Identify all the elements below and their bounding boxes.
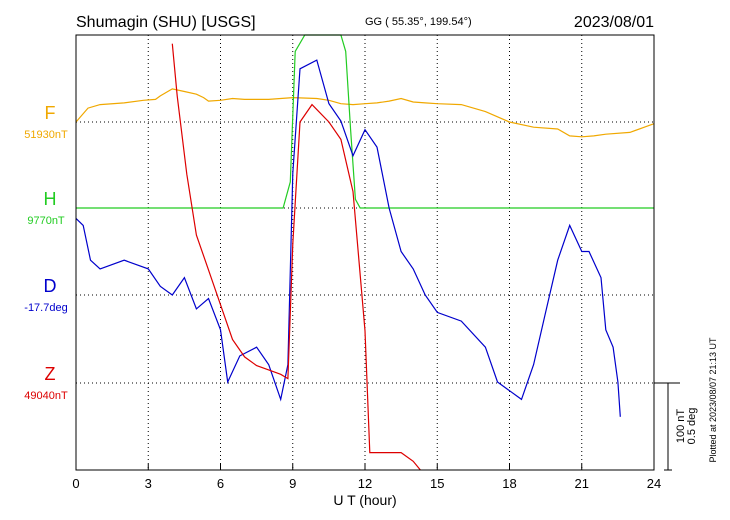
x-tick-label: 12 [358,476,372,491]
series-baseline-d: -17.7deg [24,302,67,314]
series-line-z [171,43,421,471]
series-name-d: D [44,276,57,296]
series-labels: F 51930nT H 9770nT D -17.7deg Z 49040nT [24,103,68,402]
plot-frame [75,34,655,471]
plotted-at-note: Plotted at 2023/08/07 21:13 UT [708,337,718,463]
scale-bar: 100 nT 0.5 deg [654,382,698,471]
grid [76,35,654,470]
x-tick-label: 21 [575,476,589,491]
series-name-z: Z [45,364,56,384]
date-label: 2023/08/01 [574,14,654,31]
x-tick-label: 15 [430,476,444,491]
series-lines [75,34,655,471]
series-baseline-h: 9770nT [27,215,65,227]
x-tick-label: 9 [289,476,296,491]
station-title: Shumagin (SHU) [USGS] [76,14,256,31]
x-axis-label: U T (hour) [333,492,396,508]
x-tick-label: 18 [502,476,516,491]
series-line-d [75,59,621,417]
x-tick-label: 6 [217,476,224,491]
coordinates-label: GG ( 55.35°, 199.54°) [365,16,472,28]
series-baseline-f: 51930nT [24,129,68,141]
series-name-h: H [44,189,57,209]
series-baseline-z: 49040nT [24,390,68,402]
series-name-f: F [45,103,56,123]
x-axis-ticks: 0 3 6 9 12 15 18 21 24 [72,464,661,491]
x-tick-label: 0 [72,476,79,491]
scale-bar-label-nt: 100 nT [675,409,687,444]
x-tick-label: 24 [647,476,661,491]
scale-bar-label-deg: 0.5 deg [686,408,698,445]
series-line-f [75,88,655,138]
x-tick-label: 3 [145,476,152,491]
